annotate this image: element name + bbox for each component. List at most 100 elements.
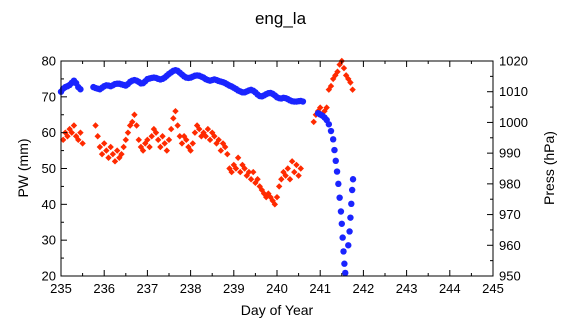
pw-data-point xyxy=(178,140,186,147)
x-tick-label: 239 xyxy=(223,281,245,296)
pw-data-point xyxy=(139,147,147,154)
pw-data-point xyxy=(144,136,151,144)
pw-data-point xyxy=(148,133,155,140)
pw-data-point xyxy=(92,122,99,129)
pw-data-point xyxy=(75,136,82,144)
press-data-point xyxy=(332,157,339,165)
pw-data-point xyxy=(165,136,173,144)
pw-data-point xyxy=(189,140,196,147)
x-tick-label: 245 xyxy=(482,281,504,296)
pw-data-point xyxy=(174,122,181,129)
x-tick-label: 238 xyxy=(180,281,202,296)
press-data-point xyxy=(341,260,348,267)
pw-data-point xyxy=(291,168,298,176)
pw-data-point xyxy=(170,115,177,122)
x-tick-label: 237 xyxy=(137,281,159,296)
pw-data-point xyxy=(237,168,244,176)
pw-data-point xyxy=(349,86,356,93)
pw-data-point xyxy=(172,107,179,115)
pw-data-point xyxy=(228,168,235,176)
pw-data-point xyxy=(103,147,110,154)
pw-data-point xyxy=(77,129,84,136)
pw-data-point xyxy=(105,154,112,161)
pw-data-point xyxy=(293,161,300,169)
pw-data-point xyxy=(286,176,294,183)
pw-data-point xyxy=(161,140,168,147)
pw-data-point xyxy=(183,136,190,144)
pw-data-point xyxy=(234,154,242,161)
press-data-point xyxy=(339,234,346,241)
press-data-point xyxy=(349,176,357,183)
pw-data-point xyxy=(79,140,86,147)
y-right-tick-label: 980 xyxy=(499,176,521,191)
pw-data-point xyxy=(155,136,162,144)
x-tick-label: 244 xyxy=(439,281,461,296)
pw-data-point xyxy=(116,154,123,161)
y-left-tick-label: 20 xyxy=(42,269,56,284)
pw-data-point xyxy=(98,150,106,158)
pw-data-point xyxy=(278,176,285,183)
pw-data-point xyxy=(288,158,296,165)
pw-data-point xyxy=(275,183,283,190)
pw-data-point xyxy=(176,133,183,140)
pw-data-point xyxy=(345,75,352,83)
y-right-tick-label: 1000 xyxy=(499,115,528,130)
pw-data-point xyxy=(70,122,78,129)
pw-data-point xyxy=(122,136,129,144)
pw-data-point xyxy=(224,150,231,158)
y-axis-left-title: PW (mm) xyxy=(15,138,31,197)
pw-data-point xyxy=(101,140,108,147)
pw-data-point xyxy=(180,133,188,140)
pw-data-point xyxy=(295,172,302,179)
pw-data-point xyxy=(217,147,225,154)
y-right-tick-label: 990 xyxy=(499,146,521,161)
press-data-point xyxy=(338,220,345,227)
pw-data-point xyxy=(113,147,121,154)
pw-data-point xyxy=(135,136,142,144)
y-left-tick-label: 40 xyxy=(42,197,56,212)
pw-data-point xyxy=(317,104,324,111)
press-data-point xyxy=(299,98,307,105)
pw-data-point xyxy=(196,125,203,133)
pw-data-point xyxy=(340,64,348,72)
pw-data-point xyxy=(64,133,71,140)
pw-data-point xyxy=(297,165,304,172)
x-tick-label: 235 xyxy=(50,281,72,296)
press-data-point xyxy=(327,127,335,135)
pw-data-point xyxy=(327,82,335,90)
press-data-point xyxy=(342,269,349,277)
pw-data-point xyxy=(191,129,199,136)
pw-data-point xyxy=(334,68,341,75)
press-data-point xyxy=(340,248,347,255)
pw-data-point xyxy=(124,129,132,136)
x-tick-label: 236 xyxy=(93,281,115,296)
pw-data-point xyxy=(282,172,289,179)
pw-data-point xyxy=(347,79,354,86)
pw-data-point xyxy=(221,143,229,151)
pw-data-point xyxy=(232,165,240,172)
pw-data-point xyxy=(245,168,253,176)
pw-data-point xyxy=(59,136,67,144)
pw-data-point xyxy=(107,143,114,151)
press-data-point xyxy=(348,200,355,208)
blue-series xyxy=(57,67,357,277)
pw-data-point xyxy=(157,143,164,151)
pw-data-point xyxy=(72,133,80,140)
x-tick-label: 240 xyxy=(266,281,288,296)
press-data-point xyxy=(331,146,338,154)
y-right-tick-label: 970 xyxy=(499,207,521,222)
press-data-point xyxy=(337,208,345,215)
press-data-point xyxy=(335,180,342,188)
x-tick-label: 241 xyxy=(309,281,331,296)
press-data-point xyxy=(77,86,84,93)
pw-data-point xyxy=(96,143,104,151)
pw-data-point xyxy=(146,143,153,151)
y-axis-right-title: Press (hPa) xyxy=(541,131,557,205)
y-axis-left: 20 30 40 50 60 70 80 xyxy=(42,54,67,284)
chart-title: eng_la xyxy=(255,9,307,28)
pw-data-point xyxy=(187,147,194,154)
press-data-point xyxy=(329,136,337,143)
y-right-tick-label: 1020 xyxy=(499,54,528,69)
pw-data-point xyxy=(323,104,330,111)
